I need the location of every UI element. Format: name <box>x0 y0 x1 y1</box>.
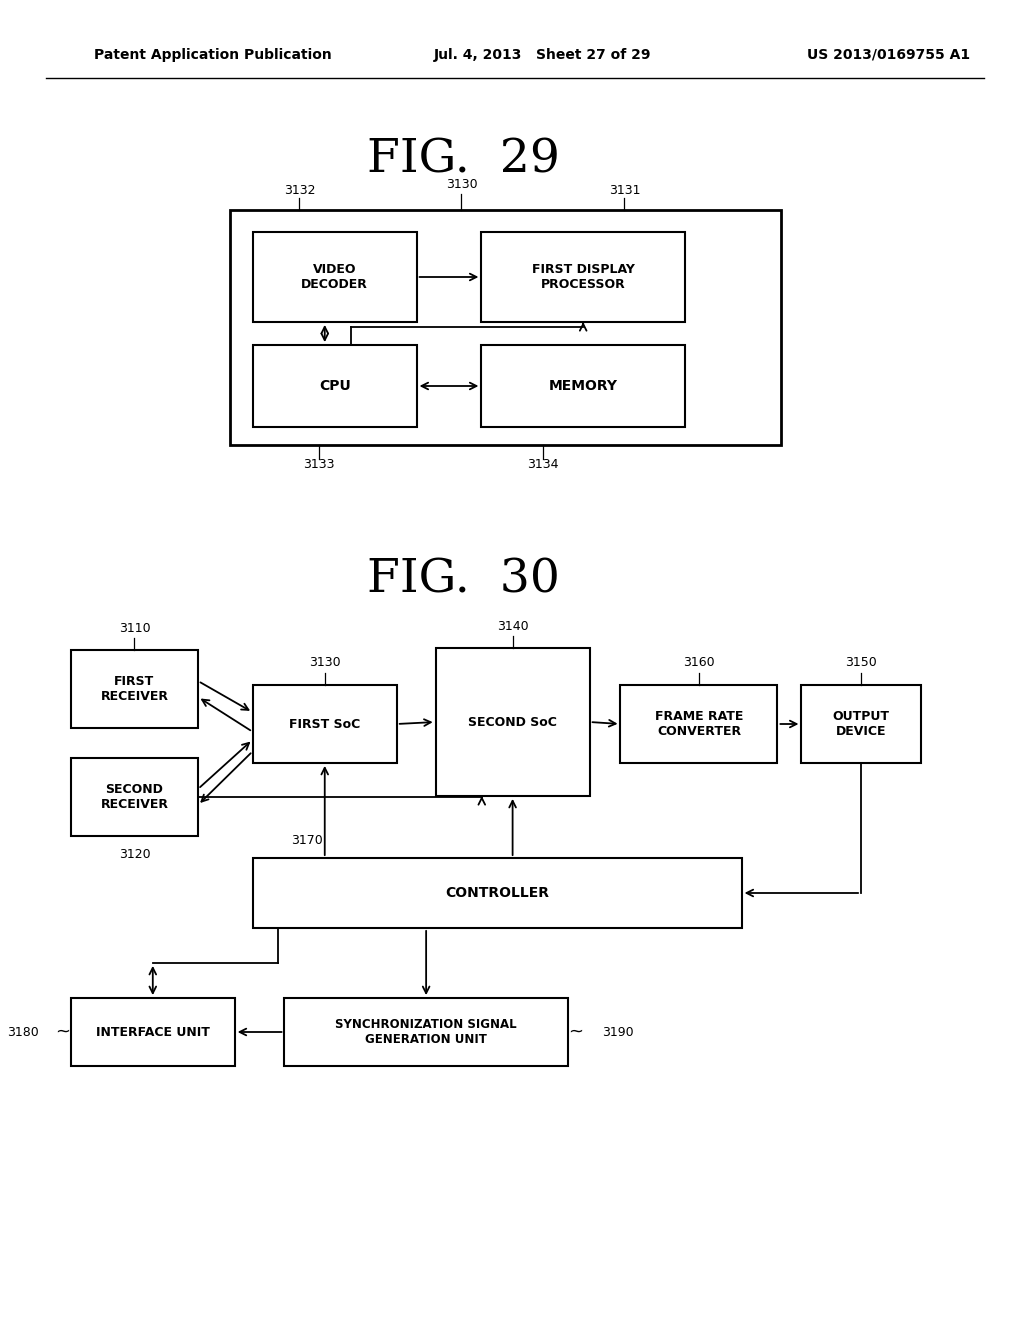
Bar <box>253 858 741 928</box>
Text: 3133: 3133 <box>303 458 335 471</box>
Bar <box>71 998 234 1067</box>
Text: SYNCHRONIZATION SIGNAL
GENERATION UNIT: SYNCHRONIZATION SIGNAL GENERATION UNIT <box>335 1018 517 1045</box>
Text: CONTROLLER: CONTROLLER <box>445 886 549 900</box>
Bar <box>229 210 781 445</box>
Text: CPU: CPU <box>318 379 350 393</box>
Bar <box>621 685 777 763</box>
Text: SECOND SoC: SECOND SoC <box>468 715 557 729</box>
Text: INTERFACE UNIT: INTERFACE UNIT <box>96 1026 210 1039</box>
Text: MEMORY: MEMORY <box>549 379 617 393</box>
Bar <box>481 345 685 426</box>
Text: FIRST SoC: FIRST SoC <box>289 718 360 730</box>
Text: FIG.  30: FIG. 30 <box>367 557 560 603</box>
Text: 3110: 3110 <box>119 622 151 635</box>
Text: ~: ~ <box>55 1023 71 1041</box>
Text: Jul. 4, 2013   Sheet 27 of 29: Jul. 4, 2013 Sheet 27 of 29 <box>433 48 651 62</box>
Text: 3134: 3134 <box>527 458 559 471</box>
Text: FIRST
RECEIVER: FIRST RECEIVER <box>100 675 168 704</box>
Text: FIRST DISPLAY
PROCESSOR: FIRST DISPLAY PROCESSOR <box>531 263 635 290</box>
Bar <box>435 648 590 796</box>
Text: 3120: 3120 <box>119 847 151 861</box>
Text: US 2013/0169755 A1: US 2013/0169755 A1 <box>807 48 971 62</box>
Text: 3130: 3130 <box>309 656 341 669</box>
Text: Patent Application Publication: Patent Application Publication <box>93 48 332 62</box>
Text: 3130: 3130 <box>445 177 477 190</box>
Bar <box>253 345 417 426</box>
Text: 3170: 3170 <box>292 833 324 846</box>
Bar <box>285 998 567 1067</box>
Text: ~: ~ <box>568 1023 584 1041</box>
Text: 3150: 3150 <box>845 656 877 669</box>
Bar <box>802 685 921 763</box>
Text: SECOND
RECEIVER: SECOND RECEIVER <box>100 783 168 810</box>
Bar <box>253 232 417 322</box>
Bar <box>481 232 685 322</box>
Text: 3160: 3160 <box>683 656 715 669</box>
Bar <box>253 685 397 763</box>
Text: 3140: 3140 <box>497 619 528 632</box>
Bar <box>71 758 198 836</box>
Text: OUTPUT
DEVICE: OUTPUT DEVICE <box>833 710 890 738</box>
Bar <box>71 649 198 729</box>
Text: 3132: 3132 <box>284 183 315 197</box>
Text: 3131: 3131 <box>608 183 640 197</box>
Text: FRAME RATE
CONVERTER: FRAME RATE CONVERTER <box>654 710 743 738</box>
Text: FIG.  29: FIG. 29 <box>367 137 560 182</box>
Text: 3180: 3180 <box>7 1026 39 1039</box>
Text: VIDEO
DECODER: VIDEO DECODER <box>301 263 368 290</box>
Text: 3190: 3190 <box>602 1026 634 1039</box>
